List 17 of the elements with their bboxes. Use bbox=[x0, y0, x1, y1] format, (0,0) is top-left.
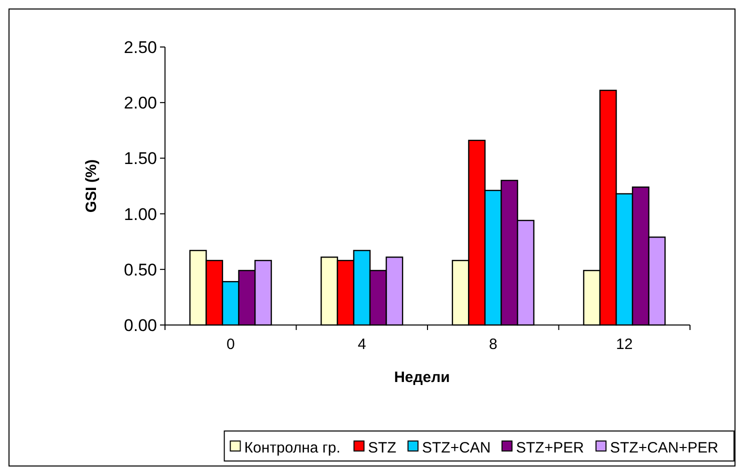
y-tick-label: 0.50 bbox=[124, 260, 157, 280]
x-axis-title: Недели bbox=[394, 369, 450, 386]
x-tick-label: 4 bbox=[358, 336, 366, 353]
x-tick-label: 8 bbox=[488, 336, 498, 353]
y-tick-label: 1.00 bbox=[124, 204, 157, 224]
y-tick-label: 2.00 bbox=[124, 94, 157, 113]
x-tick-label: 12 bbox=[616, 336, 633, 353]
legend-label: Контролна гр. bbox=[244, 439, 340, 456]
y-tick-label: 0.00 bbox=[124, 316, 157, 335]
y-axis-title: GSI (%) bbox=[83, 159, 100, 213]
y-tick-label: 1.50 bbox=[124, 149, 157, 168]
legend-label: STZ+CAN+PER bbox=[610, 439, 719, 456]
y-tick-label: 2.50 bbox=[124, 38, 157, 57]
legend-label: STZ+PER bbox=[516, 439, 584, 456]
legend-label: STZ bbox=[368, 439, 396, 456]
legend-label: STZ+CAN bbox=[422, 439, 491, 456]
x-tick-label: 0 bbox=[226, 336, 235, 353]
